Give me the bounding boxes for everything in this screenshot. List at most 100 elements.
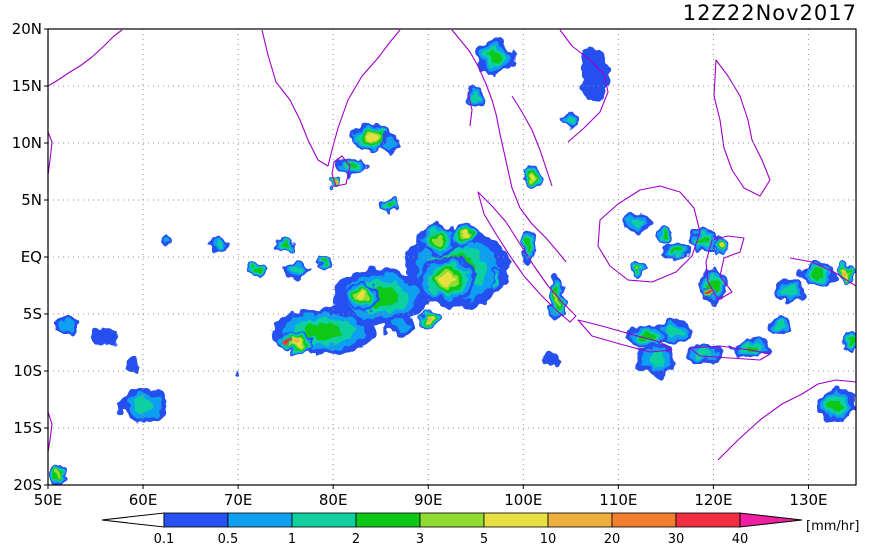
rain-cell-45-level-4 xyxy=(54,470,61,477)
colorbar: 0.1 0.5 1 2 3 5 10 20 30 40 [mm/hr] xyxy=(101,512,859,544)
rain-cell-12-level-5 xyxy=(366,133,376,141)
coast-malay xyxy=(503,151,567,263)
lon-tick-label: 50E xyxy=(34,491,63,509)
lon-tick-label: 80E xyxy=(319,491,348,509)
rain-cell-50-level-3 xyxy=(282,243,289,248)
rain-cell-6-level-6 xyxy=(291,340,300,345)
colorbar-segment xyxy=(163,512,229,528)
rain-cell-28-level-8 xyxy=(706,291,711,296)
colorbar-level-label: 30 xyxy=(668,532,685,544)
colorbar-segment xyxy=(547,512,613,528)
rain-cell-2-level-4 xyxy=(432,235,444,245)
rain-cell-48-level-2 xyxy=(288,267,302,275)
lon-tick-label: 120E xyxy=(694,491,732,509)
lat-tick-label: 15N xyxy=(12,77,42,95)
rain-cell-30-level-3 xyxy=(640,332,654,341)
colorbar-segment xyxy=(483,512,549,528)
coast-andaman xyxy=(467,91,473,127)
colorbar-segment xyxy=(227,512,293,528)
rain-cell-19-level-2 xyxy=(567,116,575,125)
rain-cell-16-level-3 xyxy=(488,51,502,64)
rain-cell-22-level-3 xyxy=(662,231,670,238)
coastlines xyxy=(48,29,856,461)
colorbar-level-label: 10 xyxy=(540,532,557,544)
colorbar-segment xyxy=(419,512,485,528)
lat-tick-label: 10S xyxy=(13,362,42,380)
lat-tick-label: 5N xyxy=(21,191,42,209)
rain-cell-43-level-0 xyxy=(90,327,120,346)
colorbar-unit: [mm/hr] xyxy=(806,519,859,534)
coast-madagascar xyxy=(48,411,53,453)
lat-tick-label: 20N xyxy=(12,20,42,38)
rain-cell-10-level-1 xyxy=(390,318,409,333)
rain-cell-20-level-5 xyxy=(530,174,536,180)
coast-australia xyxy=(717,379,856,461)
rain-cell-23-level-3 xyxy=(698,235,709,244)
coast-thailand-gulf xyxy=(511,95,553,187)
colorbar-segment xyxy=(675,512,741,528)
rain-cell-34-level-2 xyxy=(774,321,786,330)
lon-tick-label: 90E xyxy=(414,491,443,509)
lat-tick-label: 20S xyxy=(13,476,42,494)
rain-cell-35-level-2 xyxy=(783,286,796,297)
coast-philippines xyxy=(713,59,771,197)
rain-cell-55-level-0 xyxy=(128,356,139,375)
rain-cell-49-level-3 xyxy=(320,260,327,265)
colorbar-segment xyxy=(291,512,357,528)
lon-tick-label: 100E xyxy=(504,491,542,509)
coast-sulawesi xyxy=(705,235,745,301)
rain-cell-21-level-2 xyxy=(631,218,644,227)
colorbar-level-label: 3 xyxy=(416,532,424,544)
colorbar-level-label: 2 xyxy=(352,532,360,544)
coast-indochina xyxy=(559,29,609,143)
coast-myanmar xyxy=(451,29,505,153)
rain-cell-38-level-3 xyxy=(830,399,844,412)
rain-cell-54-level-0 xyxy=(542,352,562,367)
lat-tick-label: 5S xyxy=(23,305,42,323)
colorbar-under-triangle xyxy=(101,512,165,528)
lon-tick-label: 60E xyxy=(129,491,158,509)
rain-cell-37-level-6 xyxy=(844,271,849,277)
rain-cell-41-level-3 xyxy=(525,239,531,252)
rain-cell-1-level-5 xyxy=(440,274,455,286)
coast-africa xyxy=(48,131,53,176)
rain-cell-17-level-2 xyxy=(471,92,480,103)
colorbar-level-label: 5 xyxy=(480,532,488,544)
lon-tick-label: 70E xyxy=(224,491,253,509)
rain-cell-29-level-2 xyxy=(666,326,684,337)
rain-cell-46-level-2 xyxy=(214,242,224,250)
coast-india xyxy=(261,29,401,167)
colorbar-level-label: 1 xyxy=(288,532,296,544)
rain-cell-47-level-3 xyxy=(253,266,261,271)
coast-arabia xyxy=(48,29,123,87)
rain-cell-44-level-1 xyxy=(58,319,76,332)
coast-borneo xyxy=(597,185,701,283)
rain-cell-40-level-4 xyxy=(553,290,560,304)
rain-cell-36-level-3 xyxy=(811,270,825,279)
rain-cell-4-level-5 xyxy=(357,293,367,301)
coast-sri-lanka xyxy=(331,155,351,187)
lat-tick-label: EQ xyxy=(21,248,42,266)
coast-sumatra xyxy=(477,191,577,323)
rain-cell-31-level-2 xyxy=(647,352,665,368)
lon-tick-label: 130E xyxy=(789,491,827,509)
rain-cell-18-level-0 xyxy=(580,46,609,104)
graticule xyxy=(48,29,856,485)
rain-cell-52-level-3 xyxy=(386,203,394,208)
map-title: 12Z22Nov2017 xyxy=(683,1,857,25)
rain-cell-9-level-2 xyxy=(132,397,154,413)
coast-new-guinea xyxy=(789,257,856,287)
rain-cell-26-level-4 xyxy=(634,266,641,271)
colorbar-segment xyxy=(611,512,677,528)
lon-tick-label: 110E xyxy=(599,491,637,509)
rain-cell-39-level-3 xyxy=(848,338,854,347)
lat-tick-label: 10N xyxy=(12,134,42,152)
coast-timor xyxy=(689,345,771,361)
colorbar-segment xyxy=(355,512,421,528)
rain-cell-24-level-6 xyxy=(720,243,725,248)
colorbar-over-triangle xyxy=(739,512,803,528)
rain-rate-field xyxy=(48,40,856,485)
colorbar-level-label: 0.1 xyxy=(154,532,175,544)
axes: 50E 60E 70E 80E 90E 100E 110E 120E 130E 20N 15N 10N… xyxy=(12,20,828,509)
